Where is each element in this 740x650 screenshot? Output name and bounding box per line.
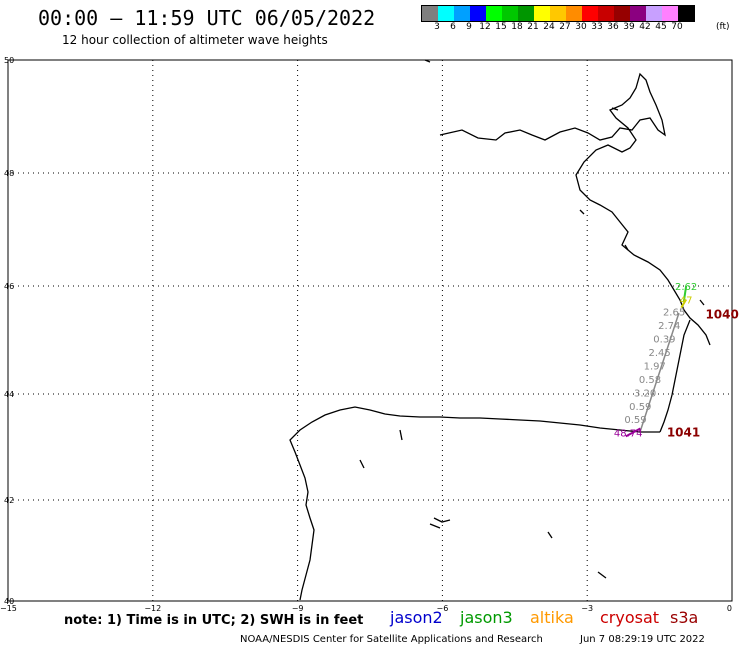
coast-segment — [439, 72, 711, 346]
timestamp-text: Jun 7 08:29:19 UTC 2022 — [580, 634, 705, 645]
legend-swatch — [550, 6, 566, 21]
legend-swatch — [630, 6, 646, 21]
longitude-label: −6 — [437, 604, 449, 613]
wave-height-label: 0.59 — [624, 415, 646, 426]
track-purple-line — [625, 427, 641, 438]
latitude-label: 46 — [4, 282, 14, 291]
legend-swatch — [470, 6, 486, 21]
coast-segment — [547, 531, 553, 539]
wave-height-label: 0.58 — [639, 375, 661, 386]
legend-swatch — [646, 6, 662, 21]
latitude-label: 50 — [4, 56, 14, 65]
legend-label: 15 — [495, 22, 507, 32]
coast-segment — [579, 209, 585, 215]
legend-swatch — [422, 6, 438, 21]
legend-unit: (ft) — [716, 22, 730, 32]
satellite-cryosat: cryosat — [600, 608, 660, 627]
latitude-label: 42 — [4, 496, 14, 505]
longitude-label: −15 — [0, 604, 17, 613]
longitude-label: −12 — [144, 604, 161, 613]
legend-swatch — [518, 6, 534, 21]
pressure-label: 1041 — [667, 425, 700, 439]
coast-segment — [424, 59, 431, 63]
pressure-label: 1040 — [705, 307, 738, 321]
satellite-altika: altika — [530, 608, 574, 627]
legend-label: 36 — [607, 22, 619, 32]
coastline — [289, 59, 711, 601]
legend-swatch — [678, 6, 694, 21]
wave-height-label: 0.59 — [629, 402, 651, 413]
longitude-label: −9 — [292, 604, 304, 613]
track-yellow-line — [680, 298, 688, 309]
legend-swatch — [454, 6, 470, 21]
map-frame — [7, 59, 733, 602]
wave-height-label: 2.45 — [648, 348, 670, 359]
longitude-label: −3 — [581, 604, 593, 613]
pressure-labels: 1040 1041 — [667, 307, 739, 439]
legend-labels: (ft) 3 6 9 12 15 18 21 24 27 30 33 36 39 42 45 70 — [0, 0, 740, 40]
latitude-labels: 50 48 46 44 42 40 — [4, 56, 14, 606]
coast-segment — [597, 571, 607, 579]
map-grid — [8, 60, 732, 601]
credit-text: NOAA/NESDIS Center for Satellite Applica… — [240, 634, 543, 645]
legend-label: 6 — [450, 22, 456, 32]
legend-label: 33 — [591, 22, 603, 32]
coast-segment — [399, 429, 403, 441]
legend-label: 21 — [527, 22, 539, 32]
wave-height-color-legend — [421, 5, 695, 22]
map-subtitle: 12 hour collection of altimeter wave hei… — [62, 33, 328, 47]
legend-swatch — [582, 6, 598, 21]
legend-label: 3 — [434, 22, 440, 32]
longitude-labels: −15 −12 −9 −6 −3 0 — [0, 604, 732, 613]
wave-height-label: 0.39 — [653, 335, 675, 346]
coast-segment — [624, 244, 629, 251]
wave-height-label: 3.20 — [634, 389, 656, 400]
coast-segment — [359, 459, 365, 469]
legend-label: 30 — [575, 22, 587, 32]
track-green-line — [682, 285, 688, 303]
latitude-label: 44 — [4, 390, 14, 399]
legend-label: 45 — [655, 22, 667, 32]
legend-label: 70 — [671, 22, 683, 32]
track-grey-line — [639, 312, 680, 432]
legend-label: 27 — [559, 22, 571, 32]
legend-label: 18 — [511, 22, 523, 32]
wave-height-label: 47 — [680, 295, 693, 306]
coast-segment — [699, 299, 705, 306]
satellite-s3a: s3a — [670, 608, 699, 627]
legend-label: 42 — [639, 22, 651, 32]
wave-height-label: 2.62 — [675, 282, 697, 293]
wave-height-label: 1.97 — [644, 362, 666, 373]
coast-segment — [429, 523, 441, 529]
legend-label: 24 — [543, 22, 555, 32]
map-title: 00:00 — 11:59 UTC 06/05/2022 — [38, 6, 376, 30]
legend-label: 12 — [479, 22, 491, 32]
note-text: note: 1) Time is in UTC; 2) SWH is in fe… — [64, 613, 364, 628]
legend-swatch — [502, 6, 518, 21]
coast-segment — [611, 107, 619, 111]
latitude-label: 40 — [4, 597, 14, 606]
coast-segment — [659, 319, 691, 433]
legend-swatch — [566, 6, 582, 21]
latitude-label: 48 — [4, 169, 14, 178]
wave-height-label: 2.65 — [663, 308, 685, 319]
legend-swatch — [486, 6, 502, 21]
legend-label: 9 — [466, 22, 472, 32]
legend-swatch — [662, 6, 678, 21]
wave-height-labels: 2.62 47 2.65 2.74 0.39 2.45 1.97 0.58 3.20 0.59 0.… — [614, 282, 697, 440]
satellite-jason3: jason3 — [460, 608, 513, 627]
coast-segment — [433, 517, 451, 523]
legend-swatch — [438, 6, 454, 21]
satellite-jason2: jason2 — [390, 608, 443, 627]
coast-segment — [289, 406, 660, 601]
wave-height-label: 2.74 — [658, 321, 680, 332]
legend-swatch — [598, 6, 614, 21]
wave-height-label: 48.74 — [614, 428, 643, 439]
longitude-label: 0 — [727, 604, 732, 613]
legend-swatch — [534, 6, 550, 21]
satellite-tracks — [625, 285, 688, 438]
legend-swatch — [614, 6, 630, 21]
legend-label: 39 — [623, 22, 635, 32]
